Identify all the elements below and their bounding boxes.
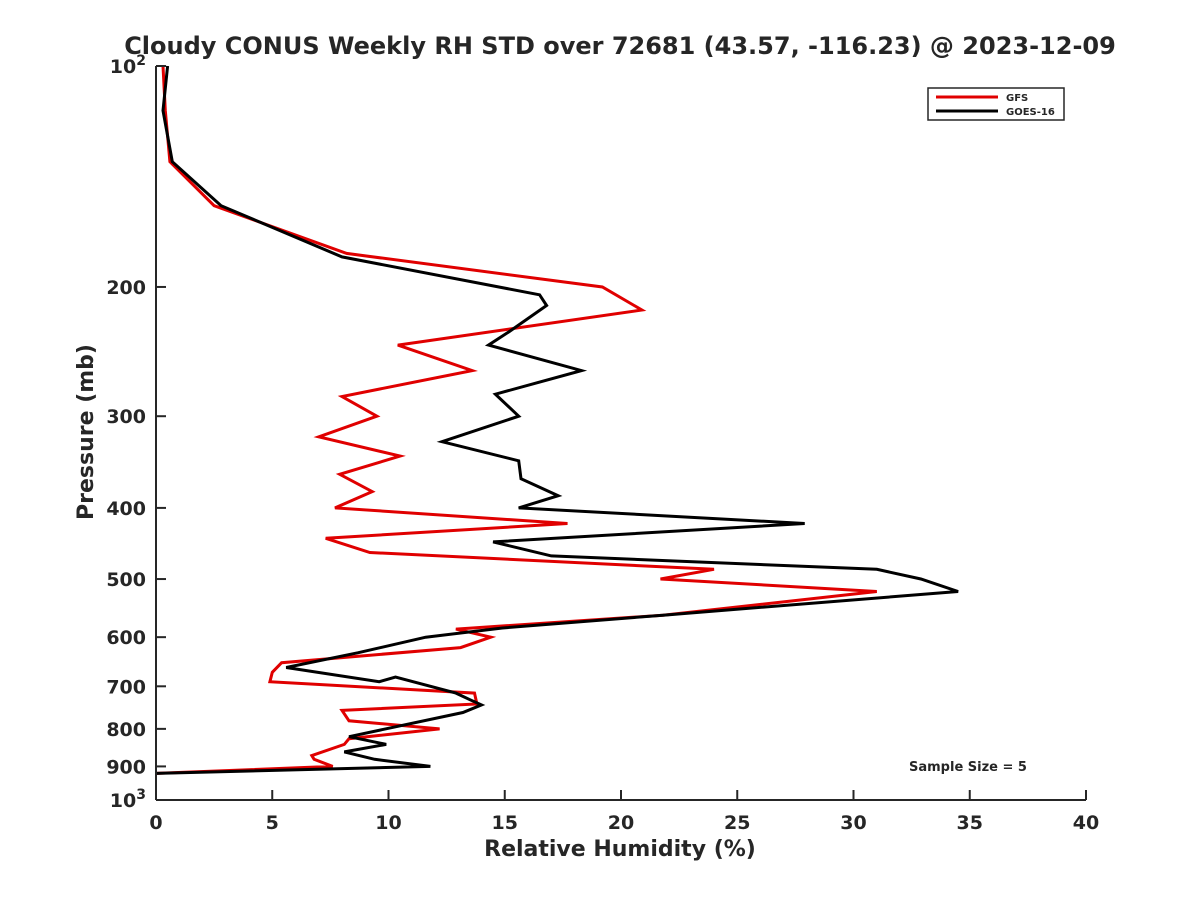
x-tick-label: 30 [840, 812, 866, 834]
series-line-gfs [155, 65, 877, 775]
x-tick-label: 35 [957, 812, 983, 834]
y-tick-label: 900 [106, 756, 146, 778]
y-axis: 102 200 300 400 500 600 700 800 900 103 [106, 53, 166, 812]
x-tick-label: 40 [1073, 812, 1099, 834]
y-tick-label: 102 [110, 53, 146, 78]
y-tick-label: 200 [106, 277, 146, 299]
legend-label: GFS [1006, 93, 1028, 104]
x-tick-label: 15 [492, 812, 518, 834]
series-line-goes16 [155, 65, 959, 775]
y-tick-label: 800 [106, 719, 146, 741]
y-tick-label: 700 [106, 676, 146, 698]
y-tick-label: 400 [106, 498, 146, 520]
x-tick-label: 0 [149, 812, 162, 834]
x-tick-label: 10 [375, 812, 401, 834]
sample-size-annotation: Sample Size = 5 [909, 760, 1027, 775]
x-axis: 0 5 10 15 20 25 30 35 40 [149, 790, 1099, 834]
legend-label: GOES-16 [1006, 107, 1055, 118]
y-tick-label: 500 [106, 569, 146, 591]
x-tick-label: 20 [608, 812, 634, 834]
y-tick-label: 103 [110, 787, 146, 812]
y-tick-label: 600 [106, 627, 146, 649]
y-axis-label: Pressure (mb) [74, 344, 99, 520]
x-tick-label: 25 [724, 812, 750, 834]
y-tick-label: 300 [106, 406, 146, 428]
x-tick-label: 5 [266, 812, 279, 834]
legend: GFS GOES-16 [927, 87, 1065, 121]
plot-area [155, 65, 959, 775]
x-axis-label: Relative Humidity (%) [484, 837, 756, 862]
legend-box [927, 87, 1065, 121]
chart-title: Cloudy CONUS Weekly RH STD over 72681 (4… [124, 32, 1116, 60]
